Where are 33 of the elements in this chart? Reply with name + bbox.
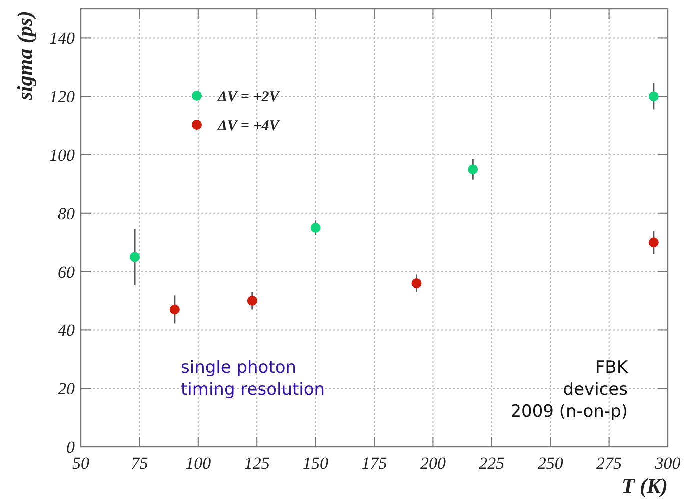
x-tick-label: 75 xyxy=(131,454,148,473)
x-tick-label: 250 xyxy=(538,454,564,473)
point xyxy=(648,238,659,248)
point xyxy=(648,92,659,102)
x-tick-label: 150 xyxy=(303,454,330,473)
x-tick-label: 100 xyxy=(186,454,212,473)
annotation: single photon timing resolution xyxy=(181,358,326,400)
point xyxy=(310,223,321,233)
y-tick-label: 60 xyxy=(58,262,76,282)
x-tick-label: 200 xyxy=(420,454,446,473)
point xyxy=(247,296,258,306)
y-tick-label: 80 xyxy=(58,204,76,224)
y-tick-label: 0 xyxy=(66,438,76,457)
x-tick-label: 225 xyxy=(479,454,505,473)
point xyxy=(412,278,422,288)
x-tick-label: 175 xyxy=(362,454,388,473)
point xyxy=(170,304,180,315)
annotation: FBK devices 2009 (n-on-p) xyxy=(510,358,629,422)
y-tick-label: 40 xyxy=(58,321,76,340)
y-tick-label: 120 xyxy=(50,88,76,107)
legend-label: ΔV = +4V xyxy=(217,118,282,134)
x-tick-label: 125 xyxy=(244,454,270,473)
x-tick-label: 50 xyxy=(72,454,90,473)
y-tick-label: 140 xyxy=(50,29,76,48)
x-axis-title: T (K) xyxy=(622,474,668,498)
x-tick-label: 275 xyxy=(596,454,622,473)
point xyxy=(468,164,478,175)
x-tick-label: 300 xyxy=(654,454,682,473)
legend-label: ΔV = +2V xyxy=(217,89,282,106)
y-tick-label: 100 xyxy=(50,146,76,165)
y-tick-label: 20 xyxy=(58,380,76,399)
y-axis-title: sigma (ps) xyxy=(13,11,37,102)
point xyxy=(130,252,140,262)
